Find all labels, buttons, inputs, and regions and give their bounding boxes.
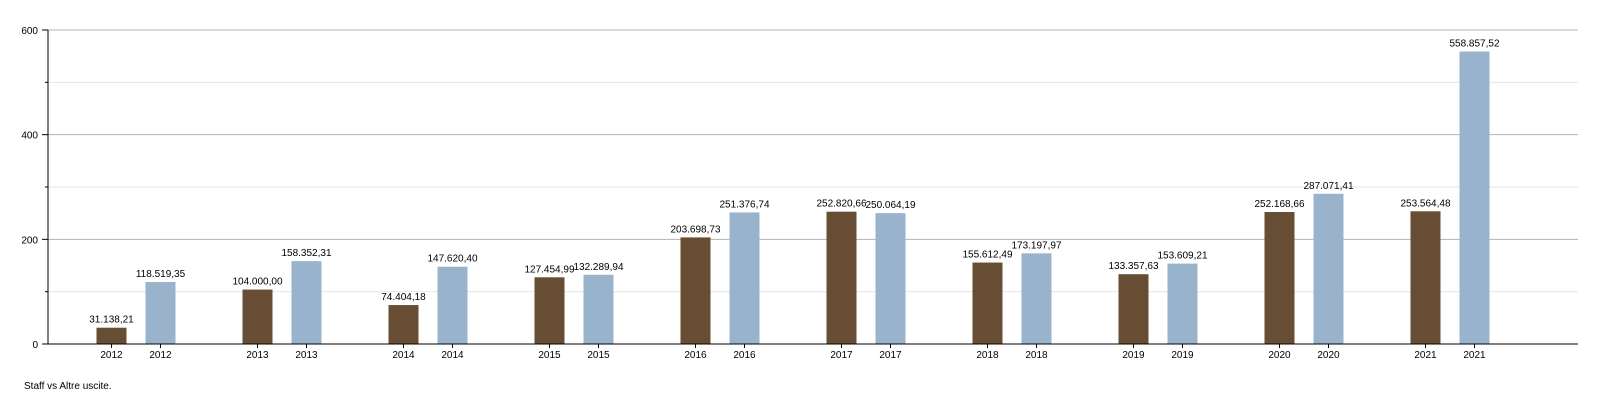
y-tick-label: 600 [21, 26, 38, 37]
bar-staff [534, 277, 565, 344]
bar-altre [437, 266, 468, 344]
x-tick-label: 2013 [246, 350, 269, 361]
bar-value-label: 252.820,66 [816, 199, 866, 210]
bar-value-label: 104.000,00 [232, 277, 282, 288]
x-tick-label: 2014 [392, 350, 415, 361]
bar-altre [1021, 253, 1052, 344]
bar-value-label: 252.168,66 [1254, 199, 1304, 210]
bar-value-label: 147.620,40 [427, 254, 477, 265]
bar-value-label: 127.454,99 [524, 264, 574, 275]
y-tick-label: 0 [32, 340, 38, 351]
bar-staff [388, 305, 419, 344]
bar-value-label: 153.609,21 [1157, 251, 1207, 262]
bar-value-label: 31.138,21 [89, 315, 134, 326]
bar-altre [1459, 51, 1490, 345]
grid-lines [48, 29, 1578, 293]
bars [96, 51, 1490, 345]
x-tick-label: 2014 [441, 350, 464, 361]
bar-value-label: 118.519,35 [136, 269, 186, 280]
x-tick-label: 2012 [100, 350, 123, 361]
x-tick-label: 2013 [295, 350, 318, 361]
x-tick-label: 2017 [879, 350, 902, 361]
bar-staff [96, 327, 127, 344]
bar-value-label: 132.289,94 [573, 262, 623, 273]
bar-staff [242, 289, 273, 344]
bar-altre [729, 212, 760, 344]
x-tick-label: 2016 [684, 350, 707, 361]
y-tick-label: 400 [21, 131, 38, 142]
bar-staff [680, 237, 711, 344]
bar-altre [291, 261, 322, 344]
bar-altre [1313, 193, 1344, 344]
bar-value-label: 173.197,97 [1011, 240, 1061, 251]
bar-staff [1264, 212, 1295, 344]
bar-altre [583, 274, 614, 344]
bar-value-label: 158.352,31 [281, 248, 331, 259]
bar-value-label: 155.612,49 [962, 250, 1012, 261]
bar-staff [1410, 211, 1441, 344]
bar-altre [145, 281, 176, 344]
x-tick-label: 2019 [1122, 350, 1145, 361]
labels: 0 200 400 600 31.138,21 2012 118.519,35 2012 104… [21, 26, 1500, 361]
x-tick-label: 2021 [1414, 350, 1437, 361]
x-tick-label: 2018 [1025, 350, 1048, 361]
x-tick-label: 2012 [149, 350, 172, 361]
bar-value-label: 133.357,63 [1108, 261, 1158, 272]
bar-value-label: 74.404,18 [381, 292, 426, 303]
bar-staff [1118, 274, 1149, 344]
bar-altre [1167, 263, 1198, 344]
x-tick-label: 2021 [1463, 350, 1486, 361]
bar-value-label: 203.698,73 [670, 224, 720, 235]
x-tick-label: 2020 [1268, 350, 1291, 361]
bar-value-label: 250.064,19 [865, 200, 915, 211]
bar-value-label: 253.564,48 [1400, 198, 1450, 209]
x-tick-label: 2020 [1317, 350, 1340, 361]
bar-value-label: 251.376,74 [719, 199, 769, 210]
bar-altre [875, 213, 906, 344]
x-tick-label: 2016 [733, 350, 756, 361]
chart-caption: Staff vs Altre uscite. [24, 381, 112, 392]
x-tick-label: 2015 [538, 350, 561, 361]
x-tick-label: 2018 [976, 350, 999, 361]
x-tick-label: 2019 [1171, 350, 1194, 361]
bar-staff [972, 262, 1003, 344]
y-tick-label: 200 [21, 235, 38, 246]
bar-staff [826, 211, 857, 344]
bar-value-label: 558.857,52 [1449, 39, 1499, 50]
axes [42, 29, 1578, 348]
x-tick-label: 2015 [587, 350, 610, 361]
x-tick-label: 2017 [830, 350, 853, 361]
bar-value-label: 287.071,41 [1303, 181, 1353, 192]
